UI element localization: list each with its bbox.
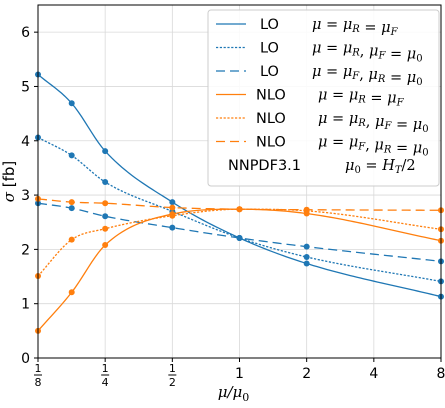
y-tick-label: 6: [21, 25, 30, 41]
legend-box: [207, 9, 440, 187]
y-tick-label: 4: [21, 134, 30, 150]
legend-order-label: NLO: [256, 111, 286, 127]
x-tick-label: 2: [302, 366, 311, 382]
data-point: [68, 236, 75, 243]
data-point: [102, 242, 109, 249]
data-point: [169, 204, 176, 211]
x-tick-label-numerator: 1: [35, 362, 42, 375]
markers: [35, 71, 444, 334]
y-tick-label: 3: [21, 188, 30, 204]
data-point: [68, 205, 75, 212]
legend-scale-label: μ = μR = μF: [318, 88, 405, 109]
data-point: [169, 199, 176, 206]
data-point: [303, 260, 310, 267]
x-axis-label: μ/μ0: [218, 383, 250, 404]
legend-scale-label: μ = μF, μR = μ0: [318, 135, 429, 159]
x-tick-label-numerator: 1: [102, 362, 109, 375]
data-point: [169, 224, 176, 231]
y-axis-ticks: 0 1 2 3 4 5 6: [21, 25, 38, 367]
data-point: [68, 152, 75, 159]
data-point: [102, 225, 109, 232]
x-tick-label-denominator: 2: [169, 376, 176, 389]
y-tick-label: 0: [21, 351, 30, 367]
pdf-label: NNPDF3.1: [228, 158, 301, 174]
data-point: [102, 200, 109, 207]
legend-order-label: NLO: [256, 88, 286, 104]
y-tick-label: 5: [21, 79, 30, 95]
y-axis-label: σ [fb]: [0, 161, 18, 203]
data-point: [236, 234, 243, 241]
x-tick-label: 8: [437, 366, 445, 382]
legend-order-label: NLO: [256, 135, 286, 151]
x-tick-label-denominator: 4: [102, 376, 109, 389]
data-point: [102, 213, 109, 220]
legend-order-label: LO: [260, 17, 279, 33]
legend-scale-label: μ = μF, μR = μ0: [312, 64, 423, 88]
x-tick-label-denominator: 8: [35, 376, 42, 389]
legend-order-label: LO: [260, 41, 279, 57]
legend: LO μ = μR = μF LO μ = μR, μF = μ0 LO μ = μF, …: [207, 9, 440, 187]
central-scale-label: μ0 = HT/2: [345, 158, 416, 176]
x-tick-label: 1: [235, 366, 244, 382]
data-point: [303, 253, 310, 260]
data-point: [68, 199, 75, 206]
legend-scale-label: μ = μR = μF: [312, 17, 399, 38]
data-point: [236, 206, 243, 213]
data-point: [303, 206, 310, 213]
data-point: [68, 289, 75, 296]
legend-scale-label: μ = μR, μF = μ0: [312, 41, 423, 65]
data-point: [102, 179, 109, 186]
data-point: [303, 243, 310, 250]
data-point: [102, 148, 109, 155]
legend-order-label: LO: [260, 64, 279, 80]
x-tick-label: 4: [369, 366, 378, 382]
y-tick-label: 1: [21, 297, 30, 313]
x-tick-label-numerator: 1: [169, 362, 176, 375]
data-point: [68, 100, 75, 107]
data-point: [169, 212, 176, 219]
y-tick-label: 2: [21, 242, 30, 258]
legend-scale-label: μ = μR, μF = μ0: [318, 111, 429, 135]
